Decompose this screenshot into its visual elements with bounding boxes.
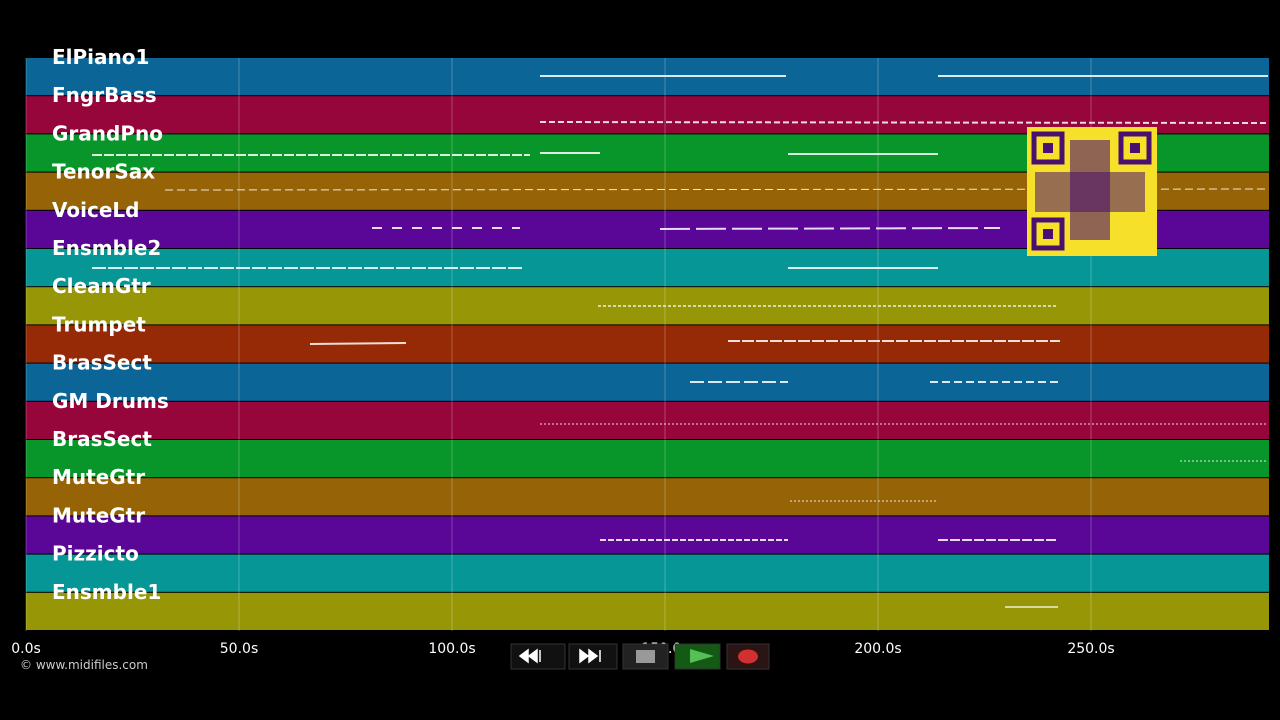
track-label: ElPiano1 [52,45,149,69]
qr-code [1027,127,1157,256]
track-label: GrandPno [52,121,163,145]
track-label: MuteGtr [52,503,145,527]
track-lane [26,401,1269,439]
track-label: Ensmble1 [52,580,161,604]
track-lane [26,325,1269,363]
track-label: CleanGtr [52,274,151,298]
rewind-button[interactable] [510,643,566,670]
track-label: Ensmble2 [52,236,161,260]
track-label: BrasSect [52,351,152,375]
x-tick-label: 250.0s [1067,641,1114,657]
note [539,121,1269,124]
track-label: GM Drums [52,389,169,413]
note [309,342,407,345]
x-tick-label: 50.0s [220,641,258,657]
x-tick-label: 200.0s [854,641,901,657]
x-tick-label: 0.0s [11,641,41,657]
track-label: TenorSax [52,160,155,184]
track-lane [26,287,1269,325]
copyright: © www.midifiles.com [20,658,148,672]
forward-button[interactable] [568,643,618,670]
track-lane [26,516,1269,554]
track-lane [26,363,1269,401]
note [659,227,1001,230]
x-tick-label: 100.0s [428,641,475,657]
track-label: MuteGtr [52,465,145,489]
track-label: VoiceLd [52,198,139,222]
track-lane [26,592,1269,630]
track-label: BrasSect [52,427,152,451]
notes [92,75,1269,608]
track-lane [26,440,1269,478]
transport [510,643,770,670]
track-lane [26,554,1269,592]
track-lane [26,478,1269,516]
track-label: FngrBass [52,83,157,107]
track-label: Pizzicto [52,542,139,566]
track-label: Trumpet [52,312,146,336]
